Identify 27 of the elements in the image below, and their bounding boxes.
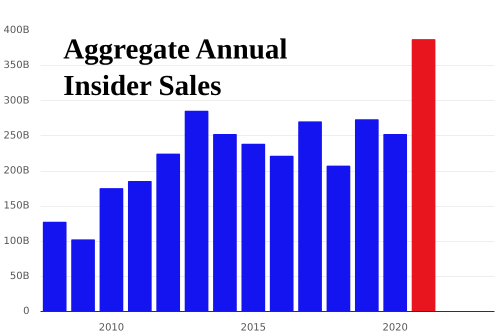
y-tick-label: 50B <box>10 270 30 282</box>
bar <box>412 39 436 312</box>
x-tick-label: 2010 <box>98 322 124 333</box>
bar <box>213 134 237 312</box>
y-tick-label: 250B <box>4 130 30 142</box>
y-tick-label: 350B <box>4 60 30 72</box>
bar <box>184 110 208 312</box>
y-tick-label: 100B <box>4 236 30 247</box>
x-tick-label: 2015 <box>240 322 266 333</box>
bar <box>100 188 124 312</box>
bar <box>71 239 95 312</box>
bar <box>383 134 408 312</box>
x-tick-label: 2020 <box>382 322 408 333</box>
bar <box>326 166 350 312</box>
bar <box>128 181 152 312</box>
bar <box>270 156 294 312</box>
bar <box>156 154 180 312</box>
y-tick-label: 300B <box>4 95 30 106</box>
y-tick-label: 400B <box>4 25 30 36</box>
bar <box>42 222 67 312</box>
y-tick-label: 150B <box>4 200 30 212</box>
bar <box>298 121 322 312</box>
bar <box>241 144 266 312</box>
y-tick-label: 200B <box>4 166 30 176</box>
y-tick-label: 0 <box>23 306 30 317</box>
text: Aggregate Annual Insider Sales <box>63 33 288 102</box>
bar <box>354 119 379 312</box>
